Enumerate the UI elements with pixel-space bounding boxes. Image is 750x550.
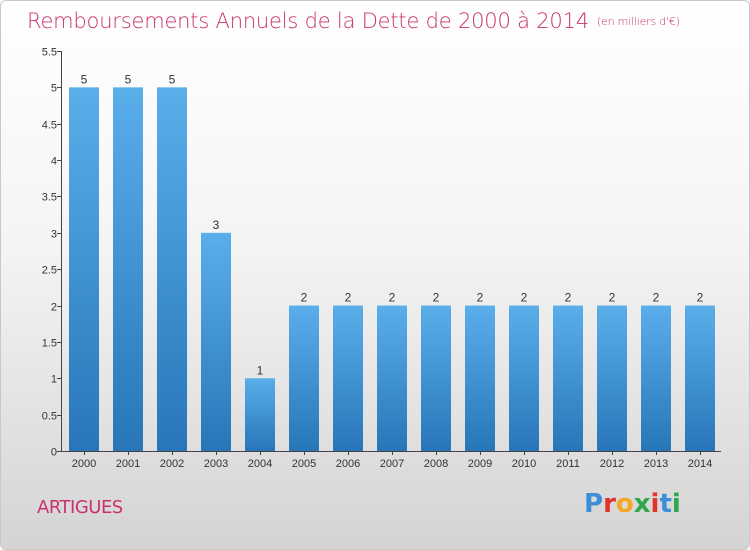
x-tick-label: 2009	[468, 458, 492, 470]
logo-letter: i	[671, 489, 681, 519]
bar	[289, 305, 319, 451]
data-label: 2	[697, 291, 704, 305]
x-tick-label: 2003	[204, 458, 228, 470]
bar	[553, 305, 583, 451]
data-label: 2	[653, 291, 660, 305]
y-tick-label: 5	[51, 83, 57, 95]
y-tick-label: 1.5	[42, 338, 57, 350]
data-label: 2	[433, 291, 440, 305]
y-tick-label: 0	[51, 447, 57, 459]
proxiti-logo[interactable]: Proxiti	[584, 489, 681, 519]
data-label: 2	[565, 291, 572, 305]
chart-title: Remboursements Annuels de la Dette de 20…	[27, 9, 680, 33]
data-label: 5	[125, 72, 132, 86]
bar	[641, 305, 671, 451]
y-tick-label: 2.5	[42, 265, 57, 277]
bar	[201, 232, 231, 451]
y-tick-label: 5.5	[42, 47, 57, 59]
x-tick-label: 2013	[644, 458, 668, 470]
x-tick-label: 2014	[688, 458, 712, 470]
data-label: 2	[345, 291, 352, 305]
data-label: 2	[609, 291, 616, 305]
y-tick-label: 0.5	[42, 411, 57, 423]
x-tick-label: 2012	[600, 458, 624, 470]
logo-letter: o	[615, 489, 634, 519]
data-label: 2	[301, 291, 308, 305]
y-tick-label: 3	[51, 229, 57, 241]
x-tick-label: 2007	[380, 458, 404, 470]
bar	[685, 305, 715, 451]
unit-label: (en milliers d'€)	[596, 15, 680, 28]
y-tick-label: 4	[51, 156, 57, 168]
logo-letter: P	[584, 489, 604, 519]
bar	[69, 87, 99, 451]
commune-name: ARTIGUES	[37, 497, 123, 518]
bar	[245, 378, 275, 451]
labels: 5 2000 5 2001 5 2002 3 2003 1 2004 2 2005 2 2006 2 2007…	[72, 72, 712, 470]
data-label: 2	[477, 291, 484, 305]
data-label: 1	[257, 363, 264, 377]
bar	[333, 305, 363, 451]
logo-letter: i	[650, 489, 660, 519]
y-tick-label: 3.5	[42, 192, 57, 204]
x-tick-label: 2004	[248, 458, 272, 470]
x-tick-label: 2001	[116, 458, 140, 470]
bar	[509, 305, 539, 451]
bar	[113, 87, 143, 451]
data-label: 2	[389, 291, 396, 305]
x-tick-label: 2008	[424, 458, 448, 470]
x-tick-label: 2005	[292, 458, 316, 470]
title-text: Remboursements Annuels de la Dette de 20…	[27, 9, 589, 33]
bar	[377, 305, 407, 451]
y-tick-label: 2	[51, 302, 57, 314]
x-tick-label: 2006	[336, 458, 360, 470]
bar	[157, 87, 187, 451]
x-tick-label: 2000	[72, 458, 96, 470]
data-label: 2	[521, 291, 528, 305]
x-tick-label: 2011	[556, 458, 580, 470]
data-label: 3	[213, 218, 220, 232]
x-tick-label: 2002	[160, 458, 184, 470]
logo-letter: r	[603, 489, 616, 519]
data-label: 5	[169, 72, 176, 86]
logo-letter: x	[633, 489, 651, 519]
data-label: 5	[81, 72, 88, 86]
axes: 0 0.5 1 1.5 2 2.5 3 3.5 4 4.5 5 5.5	[42, 47, 721, 459]
bar	[421, 305, 451, 451]
y-tick-label: 1	[51, 374, 57, 386]
bar	[597, 305, 627, 451]
bar	[465, 305, 495, 451]
bars	[69, 87, 715, 451]
x-tick-label: 2010	[512, 458, 536, 470]
y-tick-label: 4.5	[42, 120, 57, 132]
logo-letter: t	[659, 489, 672, 519]
